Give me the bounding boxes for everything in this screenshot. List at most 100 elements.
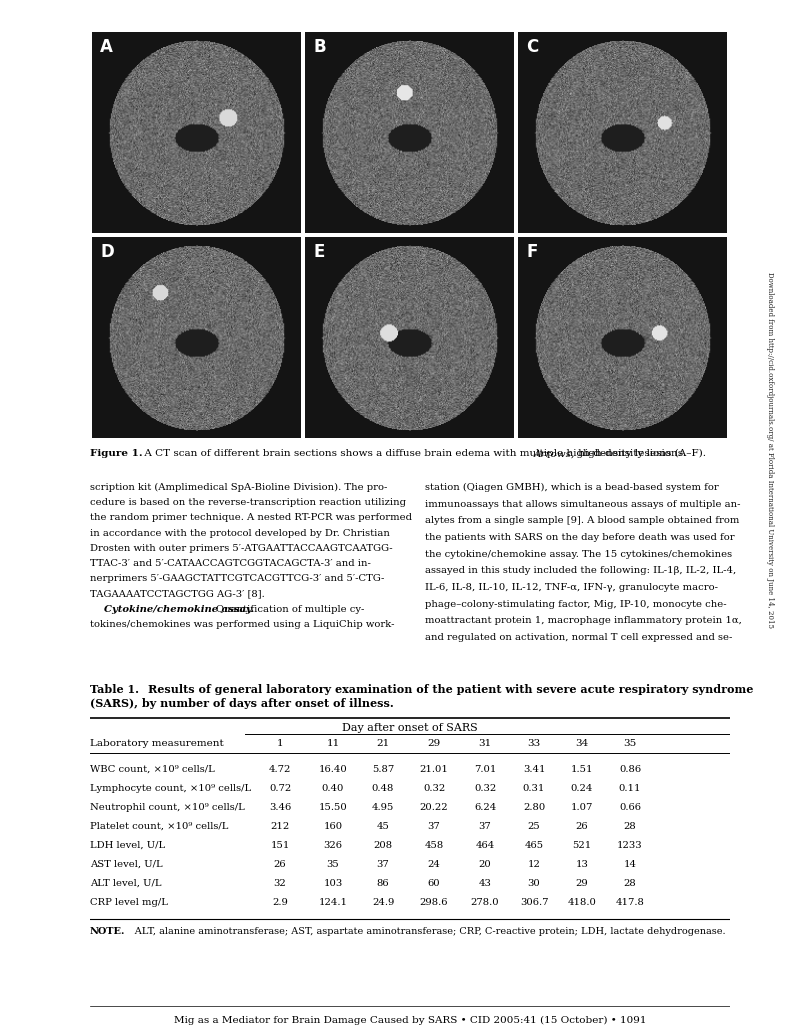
Text: Table 1.: Table 1.: [90, 684, 139, 695]
Text: 2.80: 2.80: [523, 803, 545, 812]
Text: A: A: [100, 38, 114, 56]
Text: Arrows,: Arrows,: [534, 450, 574, 458]
Text: C: C: [526, 38, 538, 56]
Text: 14: 14: [623, 860, 637, 869]
Text: 124.1: 124.1: [318, 898, 347, 906]
Text: 35: 35: [326, 860, 339, 869]
Text: 4.72: 4.72: [269, 765, 291, 774]
Text: 16.40: 16.40: [318, 765, 347, 774]
Text: 45: 45: [377, 822, 390, 831]
Text: Laboratory measurement: Laboratory measurement: [90, 739, 224, 748]
Text: A CT scan of different brain sections shows a diffuse brain edema with multiple : A CT scan of different brain sections sh…: [134, 450, 709, 458]
Text: 0.32: 0.32: [474, 784, 496, 793]
Text: high-density lesions.: high-density lesions.: [575, 450, 686, 458]
Text: 34: 34: [575, 739, 589, 748]
Text: 26: 26: [576, 822, 588, 831]
Text: B: B: [314, 38, 326, 56]
Text: immunoassays that allows simultaneous assays of multiple an-: immunoassays that allows simultaneous as…: [425, 499, 741, 509]
Text: moattractant protein 1, macrophage inflammatory protein 1α,: moattractant protein 1, macrophage infla…: [425, 616, 742, 626]
Text: TTAC-3′ and 5′-CATAACCAGTCGGTACAGCTA-3′ and in-: TTAC-3′ and 5′-CATAACCAGTCGGTACAGCTA-3′ …: [90, 559, 371, 568]
Text: 0.72: 0.72: [269, 784, 291, 793]
Text: 160: 160: [323, 822, 342, 831]
Text: 1.07: 1.07: [571, 803, 593, 812]
Text: 7.01: 7.01: [474, 765, 496, 774]
Text: 26: 26: [274, 860, 286, 869]
Text: 25: 25: [528, 822, 540, 831]
Text: Quantification of multiple cy-: Quantification of multiple cy-: [206, 605, 364, 613]
Text: 20: 20: [478, 860, 491, 869]
Text: WBC count, ×10⁹ cells/L: WBC count, ×10⁹ cells/L: [90, 765, 214, 774]
Text: and regulated on activation, normal T cell expressed and se-: and regulated on activation, normal T ce…: [425, 633, 732, 642]
Text: Neutrophil count, ×10⁹ cells/L: Neutrophil count, ×10⁹ cells/L: [90, 803, 245, 812]
Text: LDH level, U/L: LDH level, U/L: [90, 841, 165, 850]
Text: 24: 24: [427, 860, 441, 869]
Text: 60: 60: [428, 879, 440, 888]
Text: 103: 103: [323, 879, 342, 888]
Text: 37: 37: [478, 822, 491, 831]
Text: 306.7: 306.7: [520, 898, 548, 906]
Text: alytes from a single sample [9]. A blood sample obtained from: alytes from a single sample [9]. A blood…: [425, 516, 739, 525]
Text: 464: 464: [475, 841, 494, 850]
Text: 208: 208: [374, 841, 393, 850]
Text: 30: 30: [528, 879, 540, 888]
Text: 28: 28: [624, 879, 636, 888]
Text: 21.01: 21.01: [419, 765, 449, 774]
Text: 15.50: 15.50: [318, 803, 347, 812]
Text: the random primer technique. A nested RT-PCR was performed: the random primer technique. A nested RT…: [90, 514, 412, 522]
Text: (SARS), by number of days after onset of illness.: (SARS), by number of days after onset of…: [90, 698, 394, 709]
Text: 0.11: 0.11: [618, 784, 642, 793]
Text: 32: 32: [274, 879, 286, 888]
Text: ALT level, U/L: ALT level, U/L: [90, 879, 162, 888]
Text: IL-6, IL-8, IL-10, IL-12, TNF-α, IFN-γ, granulocyte macro-: IL-6, IL-8, IL-10, IL-12, TNF-α, IFN-γ, …: [425, 583, 718, 592]
Text: 0.24: 0.24: [571, 784, 593, 793]
Text: D: D: [100, 243, 114, 261]
Text: 278.0: 278.0: [470, 898, 499, 906]
Text: 37: 37: [377, 860, 390, 869]
Text: 465: 465: [525, 841, 543, 850]
Text: Cytokine/chemokine assay.: Cytokine/chemokine assay.: [90, 605, 254, 613]
Text: 1.51: 1.51: [570, 765, 594, 774]
Text: assayed in this study included the following: IL-1β, IL-2, IL-4,: assayed in this study included the follo…: [425, 567, 736, 575]
Text: 417.8: 417.8: [615, 898, 645, 906]
Text: 6.24: 6.24: [474, 803, 496, 812]
Text: 458: 458: [424, 841, 444, 850]
Text: 151: 151: [270, 841, 290, 850]
Text: Figure 1.: Figure 1.: [90, 450, 142, 458]
Text: 0.32: 0.32: [423, 784, 445, 793]
Text: 29: 29: [427, 739, 441, 748]
Text: 418.0: 418.0: [567, 898, 597, 906]
Text: TAGAAAATCCTAGCTGG AG-3′ [8].: TAGAAAATCCTAGCTGG AG-3′ [8].: [90, 589, 265, 599]
Text: Mig as a Mediator for Brain Damage Caused by SARS • CID 2005:41 (15 October) • 1: Mig as a Mediator for Brain Damage Cause…: [174, 1016, 646, 1025]
Text: 21: 21: [376, 739, 390, 748]
Text: 1: 1: [277, 739, 283, 748]
Text: the patients with SARS on the day before death was used for: the patients with SARS on the day before…: [425, 533, 734, 542]
Text: NOTE.: NOTE.: [90, 927, 126, 936]
Text: 0.40: 0.40: [322, 784, 344, 793]
Text: E: E: [314, 243, 325, 261]
Text: cedure is based on the reverse-transcription reaction utilizing: cedure is based on the reverse-transcrip…: [90, 498, 406, 508]
Text: CRP level mg/L: CRP level mg/L: [90, 898, 168, 906]
Text: ALT, alanine aminotransferase; AST, aspartate aminotransferase; CRP, C-reactive : ALT, alanine aminotransferase; AST, aspa…: [125, 927, 726, 936]
Text: Lymphocyte count, ×10⁹ cells/L: Lymphocyte count, ×10⁹ cells/L: [90, 784, 251, 793]
Text: 37: 37: [428, 822, 440, 831]
Text: phage–colony-stimulating factor, Mig, IP-10, monocyte che-: phage–colony-stimulating factor, Mig, IP…: [425, 600, 726, 609]
Text: F: F: [526, 243, 538, 261]
Text: 0.31: 0.31: [523, 784, 545, 793]
Text: 29: 29: [576, 879, 588, 888]
Text: 521: 521: [572, 841, 592, 850]
Text: 28: 28: [624, 822, 636, 831]
Text: Results of general laboratory examination of the patient with severe acute respi: Results of general laboratory examinatio…: [137, 684, 754, 695]
Text: 13: 13: [575, 860, 589, 869]
Text: 31: 31: [478, 739, 492, 748]
Text: scription kit (Amplimedical SpA-Bioline Division). The pro-: scription kit (Amplimedical SpA-Bioline …: [90, 483, 387, 492]
Text: AST level, U/L: AST level, U/L: [90, 860, 162, 869]
Text: Day after onset of SARS: Day after onset of SARS: [342, 723, 478, 733]
Text: 0.48: 0.48: [372, 784, 394, 793]
Text: tokines/chemokines was performed using a LiquiChip work-: tokines/chemokines was performed using a…: [90, 620, 394, 629]
Text: 24.9: 24.9: [372, 898, 394, 906]
Text: 212: 212: [270, 822, 290, 831]
Text: 0.66: 0.66: [619, 803, 641, 812]
Text: 5.87: 5.87: [372, 765, 394, 774]
Text: 43: 43: [478, 879, 491, 888]
Text: 11: 11: [326, 739, 340, 748]
